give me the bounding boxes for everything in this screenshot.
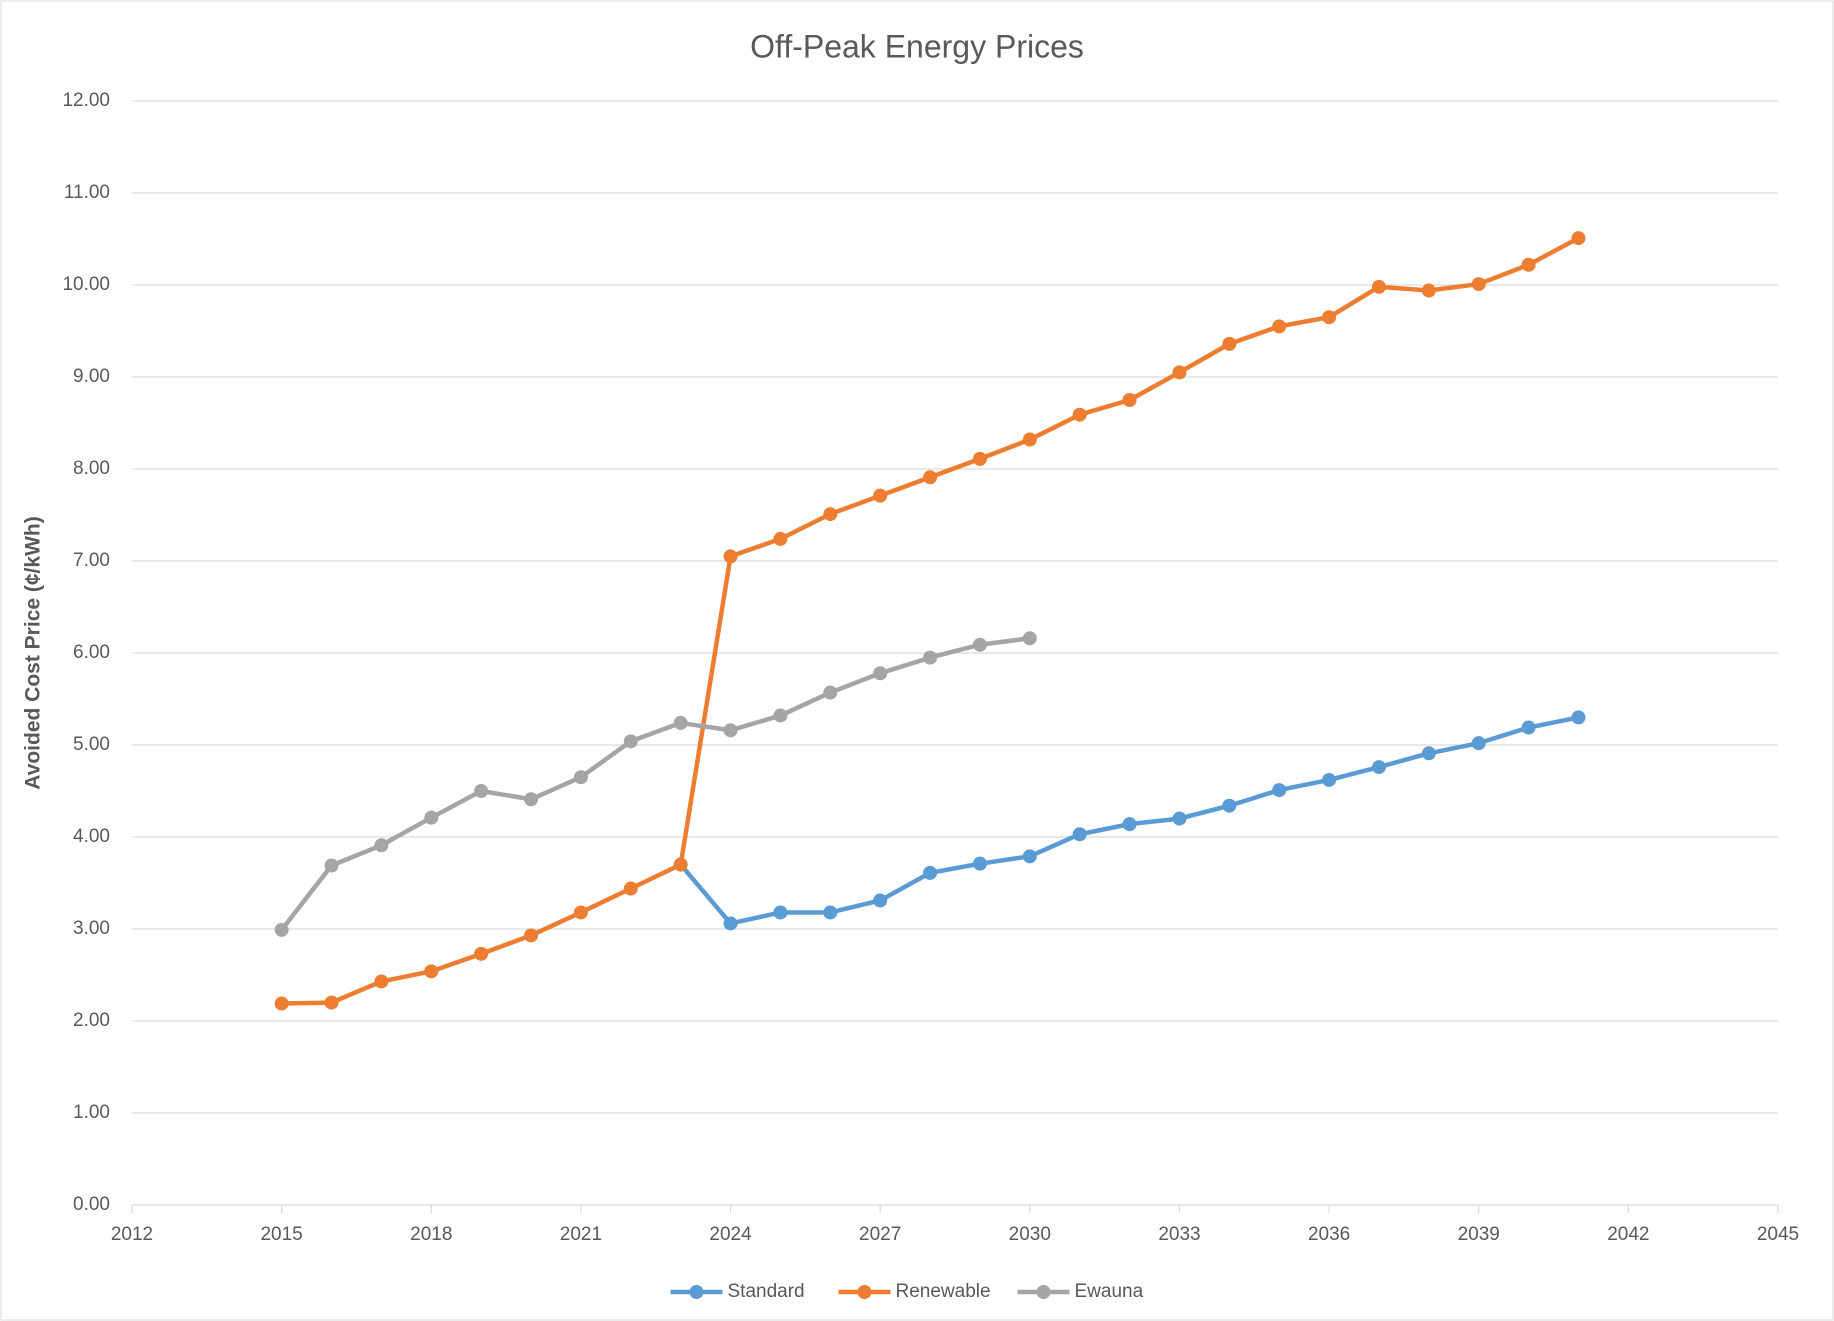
data-point — [873, 893, 888, 908]
x-tick-label: 2012 — [111, 1224, 153, 1245]
data-point — [1172, 365, 1187, 380]
data-point — [1371, 279, 1386, 294]
x-tick-label: 2030 — [1009, 1224, 1051, 1245]
data-point — [1371, 760, 1386, 775]
data-point — [723, 916, 738, 931]
data-point — [1022, 631, 1037, 646]
data-point — [324, 995, 339, 1010]
data-point — [1471, 736, 1486, 751]
data-point — [1521, 257, 1536, 272]
data-point — [1072, 827, 1087, 842]
x-tick-label: 2018 — [410, 1224, 452, 1245]
data-point — [274, 922, 289, 937]
y-tick-label: 1.00 — [73, 1102, 110, 1123]
y-tick-label: 5.00 — [73, 734, 110, 755]
data-point — [1022, 432, 1037, 447]
data-point — [1222, 336, 1237, 351]
data-point — [773, 531, 788, 546]
data-point — [773, 905, 788, 920]
data-point — [1222, 798, 1237, 813]
data-point — [923, 650, 938, 665]
data-point — [524, 792, 539, 807]
data-point — [374, 974, 389, 989]
y-tick-label: 11.00 — [64, 182, 110, 203]
data-point — [623, 881, 638, 896]
data-point — [1521, 720, 1536, 735]
series-line — [279, 636, 1031, 932]
data-point — [1421, 746, 1436, 761]
data-point — [923, 865, 938, 880]
x-tick-label: 2045 — [1757, 1224, 1799, 1245]
data-point — [424, 964, 439, 979]
legend-label: Ewauna — [1075, 1281, 1144, 1302]
x-tick-label: 2042 — [1607, 1224, 1649, 1245]
y-tick-label: 12.00 — [62, 90, 110, 111]
data-point — [723, 549, 738, 564]
legend-label: Standard — [728, 1281, 805, 1302]
data-point — [673, 857, 688, 872]
data-point — [1272, 783, 1287, 798]
y-tick-label: 4.00 — [73, 826, 110, 847]
data-point — [324, 858, 339, 873]
data-point — [1571, 710, 1586, 725]
legend-marker — [857, 1285, 872, 1299]
x-tick-label: 2033 — [1158, 1224, 1200, 1245]
chart-title: Off-Peak Energy Prices — [750, 28, 1084, 64]
data-point — [972, 856, 987, 871]
data-point — [723, 723, 738, 738]
data-point — [573, 770, 588, 785]
data-point — [923, 470, 938, 485]
data-point — [972, 451, 987, 466]
y-tick-label: 9.00 — [73, 366, 110, 387]
data-point — [424, 810, 439, 825]
data-point — [1172, 811, 1187, 826]
x-tick-label: 2027 — [859, 1224, 901, 1245]
data-point — [1272, 319, 1287, 334]
y-tick-label: 0.00 — [73, 1194, 110, 1215]
y-tick-label: 6.00 — [73, 642, 110, 663]
legend-marker — [689, 1285, 704, 1299]
data-point — [474, 946, 489, 961]
data-point — [823, 685, 838, 700]
data-point — [1471, 277, 1486, 292]
data-point — [1122, 393, 1137, 407]
data-point — [573, 905, 588, 920]
data-point — [1322, 772, 1337, 787]
data-point — [374, 838, 389, 853]
data-point — [474, 784, 489, 798]
x-tick-label: 2024 — [709, 1224, 752, 1245]
y-tick-label: 10.00 — [62, 274, 110, 295]
data-point — [823, 905, 838, 920]
x-tick-label: 2021 — [560, 1224, 602, 1245]
y-tick-label: 8.00 — [73, 458, 110, 479]
y-axis-label: Avoided Cost Price (¢/kWh) — [22, 516, 45, 789]
data-point — [873, 666, 888, 681]
x-tick-label: 2015 — [260, 1224, 302, 1245]
y-tick-label: 2.00 — [73, 1010, 110, 1031]
data-point — [623, 734, 638, 749]
legend-marker — [1036, 1285, 1051, 1299]
data-point — [1072, 407, 1087, 422]
data-point — [873, 488, 888, 503]
data-point — [1322, 310, 1337, 325]
data-point — [1122, 817, 1137, 832]
x-tick-label: 2039 — [1458, 1224, 1500, 1245]
data-point — [1571, 231, 1586, 246]
data-point — [274, 996, 289, 1011]
data-point — [673, 715, 688, 730]
data-point — [524, 928, 539, 943]
data-point — [972, 637, 987, 652]
data-point — [1421, 283, 1436, 298]
data-point — [823, 507, 838, 522]
x-tick-label: 2036 — [1308, 1224, 1350, 1245]
legend-label: Renewable — [896, 1281, 991, 1302]
data-point — [1022, 849, 1037, 864]
y-tick-label: 3.00 — [73, 918, 110, 939]
y-tick-label: 7.00 — [73, 550, 110, 571]
data-point — [773, 708, 788, 723]
